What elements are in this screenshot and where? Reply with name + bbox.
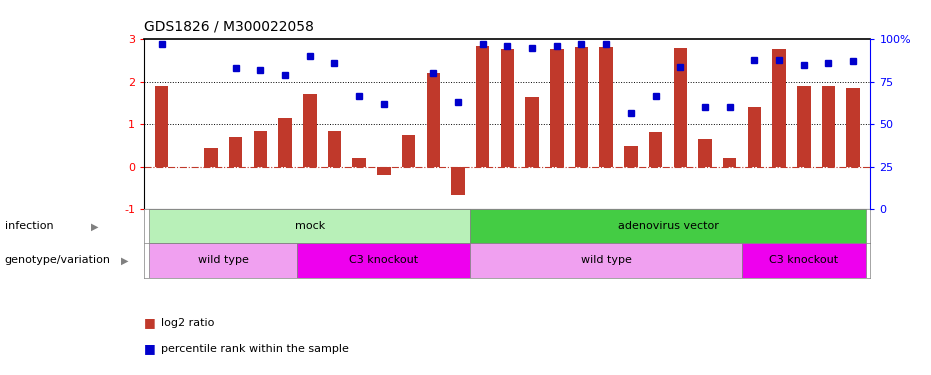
Bar: [470, 243, 742, 278]
Bar: [846, 88, 860, 167]
Bar: [470, 210, 866, 243]
Bar: [574, 47, 588, 167]
Bar: [748, 107, 762, 167]
Bar: [476, 46, 490, 167]
Text: C3 knockout: C3 knockout: [769, 255, 838, 266]
Bar: [253, 131, 267, 167]
Bar: [624, 146, 638, 167]
Text: adenovirus vector: adenovirus vector: [617, 222, 719, 231]
Bar: [155, 86, 169, 167]
Bar: [673, 48, 687, 167]
Bar: [402, 135, 415, 167]
Bar: [328, 131, 342, 167]
Text: mock: mock: [295, 222, 325, 231]
Bar: [600, 47, 613, 167]
Bar: [204, 148, 218, 167]
Bar: [742, 243, 866, 278]
Bar: [229, 137, 242, 167]
Text: infection: infection: [5, 222, 53, 231]
Text: GDS1826 / M300022058: GDS1826 / M300022058: [144, 20, 314, 33]
Text: wild type: wild type: [581, 255, 631, 266]
Bar: [452, 167, 465, 195]
Bar: [149, 210, 470, 243]
Bar: [797, 86, 811, 167]
Bar: [353, 158, 366, 167]
Bar: [501, 49, 514, 167]
Bar: [773, 49, 786, 167]
Bar: [822, 86, 835, 167]
Bar: [377, 167, 391, 175]
Text: genotype/variation: genotype/variation: [5, 255, 111, 266]
Text: log2 ratio: log2 ratio: [161, 318, 214, 327]
Text: ▶: ▶: [91, 222, 99, 231]
Bar: [698, 139, 712, 167]
Text: ■: ■: [144, 342, 156, 355]
Bar: [649, 132, 662, 167]
Bar: [303, 94, 317, 167]
Bar: [550, 49, 563, 167]
Bar: [722, 158, 736, 167]
Bar: [426, 72, 440, 167]
Text: ■: ■: [144, 316, 156, 329]
Bar: [149, 243, 297, 278]
Bar: [278, 118, 292, 167]
Bar: [297, 243, 470, 278]
Bar: [525, 97, 539, 167]
Text: wild type: wild type: [198, 255, 249, 266]
Text: C3 knockout: C3 knockout: [349, 255, 418, 266]
Text: ▶: ▶: [121, 255, 128, 266]
Text: percentile rank within the sample: percentile rank within the sample: [161, 344, 349, 354]
